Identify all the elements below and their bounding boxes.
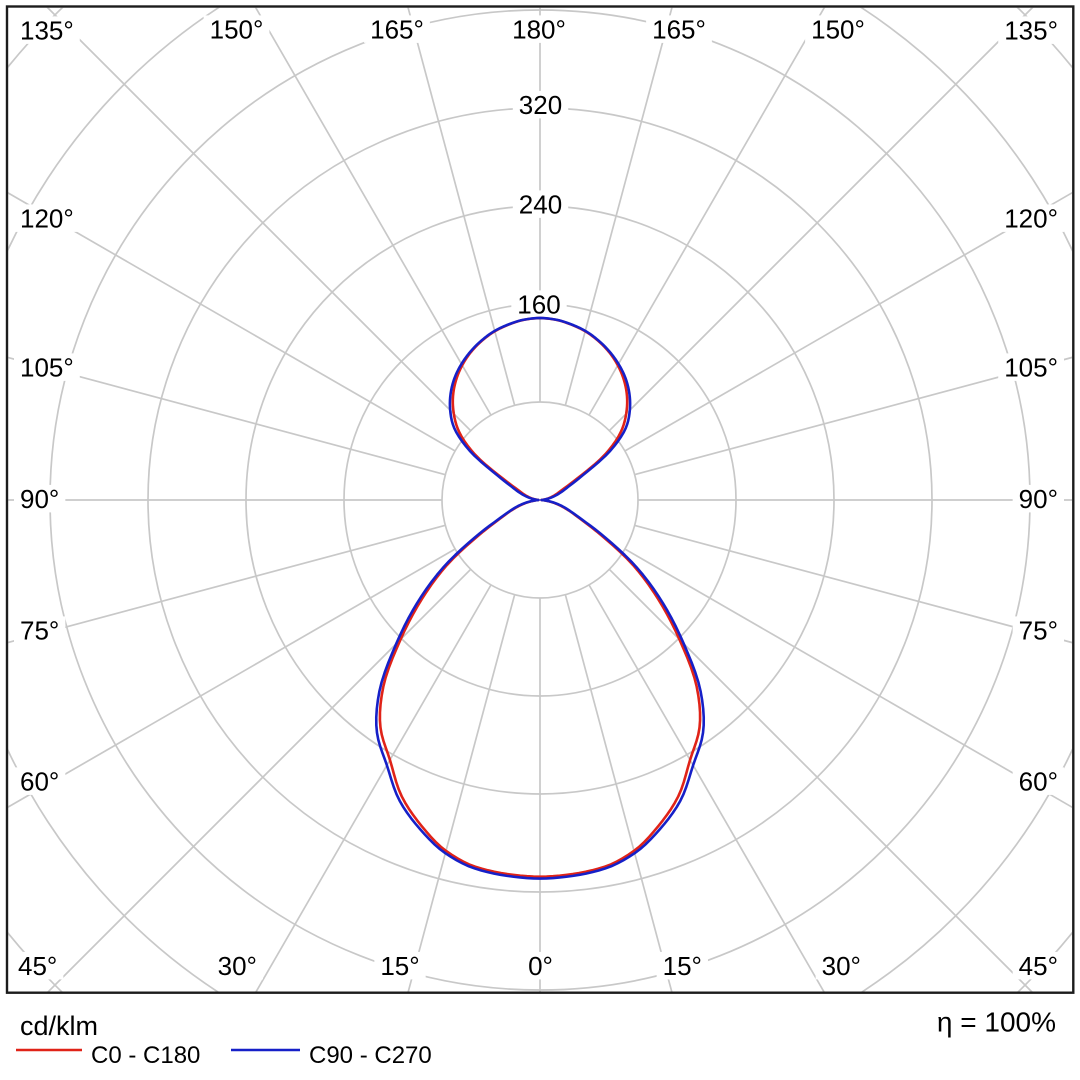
grid-tick-label: 135° (20, 15, 74, 45)
grid-tick-label: 60° (20, 766, 59, 796)
grid-label-mask (998, 353, 1064, 381)
grid-label-mask (656, 951, 708, 980)
grid-label-mask (646, 15, 712, 43)
grid-tick-label: 120° (20, 203, 74, 233)
grid-radial-line (8, 524, 446, 644)
legend-label-c90-c270: C90 - C270 (309, 1042, 432, 1069)
grid-radial-line (624, 191, 1073, 452)
grid-tick-label: 165° (370, 14, 424, 44)
grid-label-mask (512, 190, 569, 218)
grid-tick-label: 45° (18, 951, 57, 981)
grid-label-mask (522, 951, 559, 980)
grid-tick-label: 165° (652, 14, 706, 44)
grid-label-mask (14, 767, 66, 795)
grid-label-mask (1012, 616, 1064, 644)
grid-label-mask (203, 15, 270, 43)
grid-circle (441, 401, 639, 599)
grid-label-mask (211, 951, 263, 980)
grid-tick-label: 15° (663, 951, 702, 981)
grid-tick-label: 15° (380, 951, 419, 981)
grid-radial-line (8, 191, 456, 452)
grid-tick-label: 90° (20, 484, 59, 514)
grid-tick-label: 0° (528, 951, 553, 981)
grid-label-mask (805, 15, 871, 43)
grid-label-mask (998, 204, 1064, 232)
grid-label-mask (998, 16, 1064, 44)
grid-label-mask (14, 16, 80, 44)
grid-tick-label: 320 (519, 90, 562, 120)
grid-radial-line (588, 7, 826, 416)
grid-tick-label: 105° (20, 352, 74, 382)
grid-tick-label: 120° (1004, 203, 1058, 233)
grid-radial-line (8, 548, 456, 809)
grid-label-mask (506, 15, 572, 43)
legend: C0 - C180 C90 - C270 (16, 1042, 432, 1069)
grid-tick-label: 45° (1019, 951, 1058, 981)
grid-radial-line (407, 7, 516, 406)
grid-radial-line (608, 568, 1033, 992)
grid-label-mask (1012, 951, 1064, 980)
intensity-curves (374, 316, 706, 880)
grid-tick-label: 160 (517, 289, 560, 319)
grid-radial-line (407, 594, 516, 992)
grid-label-mask (815, 951, 867, 980)
grid-tick-label: 105° (1004, 352, 1058, 382)
grid-label-backgrounds (12, 15, 1064, 980)
grid-radial-line (588, 584, 825, 992)
grid-label-mask (12, 951, 64, 980)
grid-radial-line (564, 594, 673, 992)
grid-tick-label: 30° (822, 951, 861, 981)
grid-radial-line (634, 524, 1073, 644)
curve-C90-C270 (374, 316, 706, 880)
grid-tick-label: 150° (811, 14, 865, 44)
grid-label-mask (374, 951, 426, 980)
unit-label: cd/klm (20, 1011, 98, 1041)
chart-frame (5, 5, 1075, 994)
grid-label-mask (1012, 484, 1064, 513)
grid-radial-line (564, 7, 673, 406)
efficiency-label: η = 100% (937, 1007, 1056, 1038)
grid-label-mask (512, 90, 569, 119)
grid-radial-line (624, 548, 1073, 809)
grid-tick-label: 150° (210, 14, 264, 44)
grid-tick-label: 60° (1019, 766, 1058, 796)
grid-labels: 135° 150° 165° 180° 165° 150° 135° 120° 105° 90° 7… (18, 14, 1058, 981)
grid-tick-label: 75° (20, 615, 59, 645)
legend-label-c0-c180: C0 - C180 (91, 1042, 200, 1069)
grid-radial-line (254, 7, 492, 416)
grid-label-mask (14, 484, 66, 513)
grid-radial-line (255, 584, 492, 992)
grid-tick-label: 30° (218, 951, 257, 981)
grid-tick-label: 180° (512, 14, 566, 44)
grid-label-mask (511, 290, 567, 318)
grid-radial-line (47, 568, 472, 992)
grid-tick-label: 75° (1019, 615, 1058, 645)
grid-tick-label: 90° (1019, 484, 1058, 514)
grid-label-mask (364, 15, 430, 43)
grid-radial-line (8, 356, 446, 476)
grid-tick-label: 135° (1004, 15, 1058, 45)
grid-label-mask (1012, 767, 1064, 795)
grid-radial-line (634, 356, 1073, 476)
grid-label-mask (14, 616, 66, 644)
grid-label-mask (14, 353, 80, 381)
grid-label-mask (14, 204, 80, 232)
grid-tick-label: 240 (519, 189, 562, 219)
